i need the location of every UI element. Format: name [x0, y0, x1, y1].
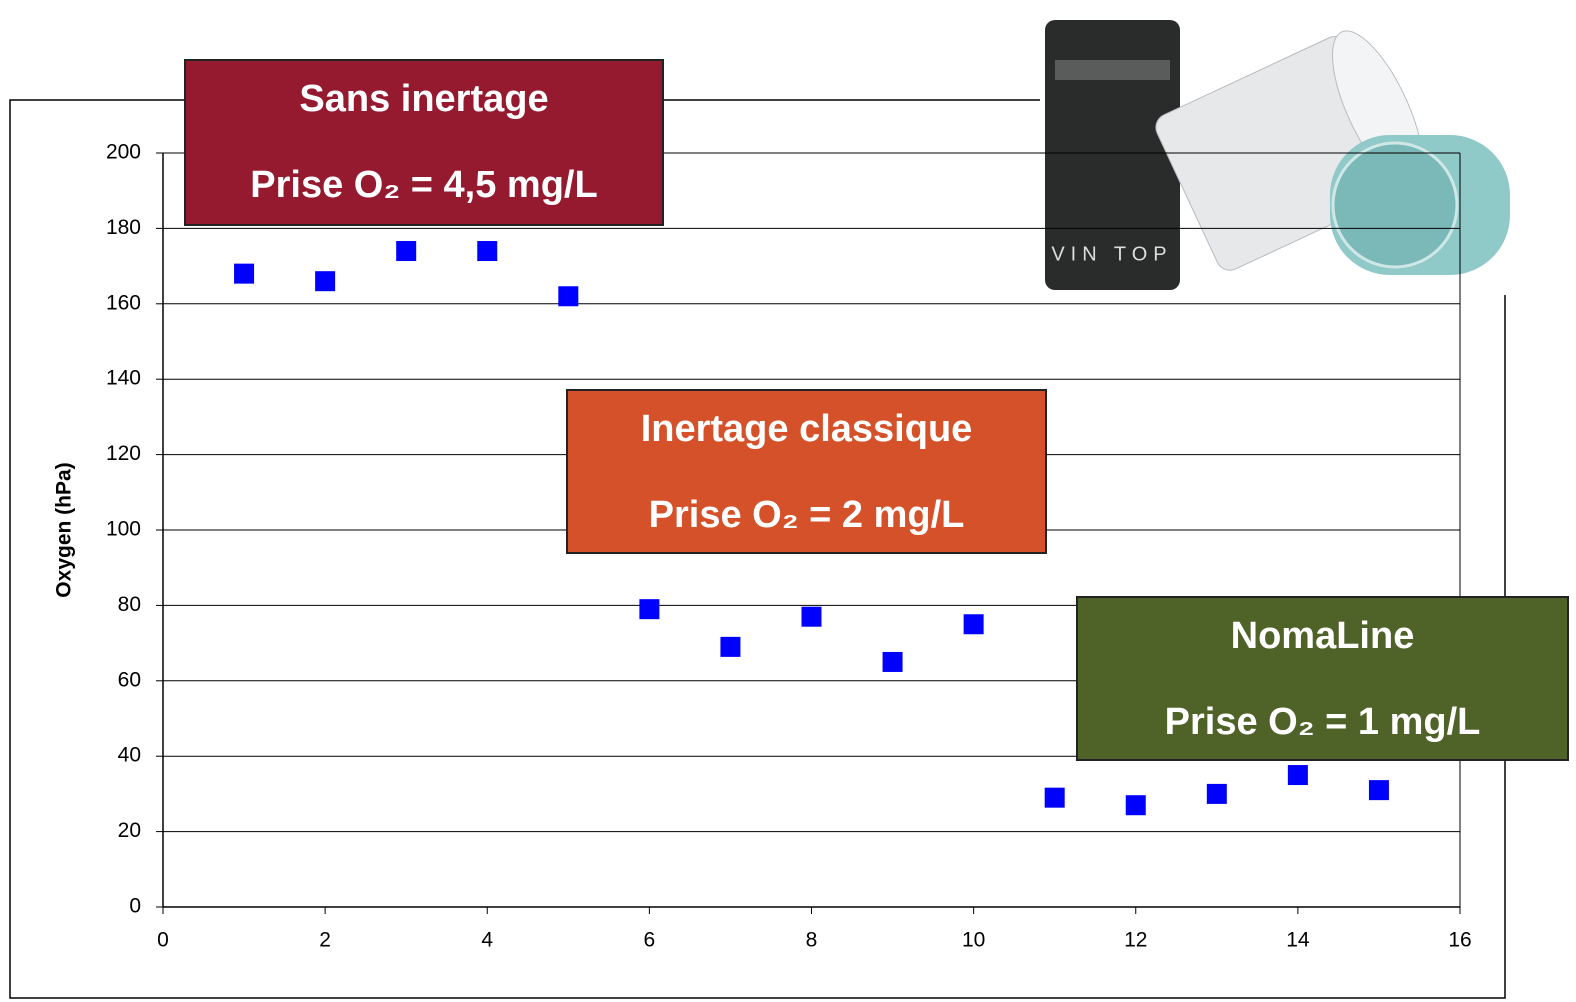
point — [315, 271, 335, 291]
point — [1126, 795, 1146, 815]
y-tick-label: 40 — [118, 744, 141, 767]
y-tick-label: 20 — [118, 819, 141, 842]
x-tick-label: 4 — [481, 929, 493, 952]
x-tick-label: 14 — [1286, 929, 1310, 952]
y-tick-label: 160 — [106, 291, 141, 314]
point — [802, 607, 822, 627]
x-tick-label: 0 — [157, 929, 169, 952]
x-tick-label: 16 — [1448, 929, 1471, 952]
x-tick-label: 2 — [319, 929, 331, 952]
point — [883, 652, 903, 672]
y-tick-label: 180 — [106, 216, 141, 239]
y-tick-label: 200 — [106, 141, 141, 164]
x-tick-label: 8 — [806, 929, 818, 952]
point — [1288, 765, 1308, 785]
x-tick-label: 10 — [962, 929, 985, 952]
cap-teal-top — [1333, 143, 1457, 267]
annotation-text: Sans inertage — [299, 78, 548, 120]
y-tick-label: 120 — [106, 442, 141, 465]
point — [396, 241, 416, 261]
annotation-text: Prise O₂ = 2 mg/L — [649, 494, 965, 536]
y-tick-label: 80 — [118, 593, 141, 616]
photo-text: VIN TOP — [1051, 243, 1172, 265]
point — [1207, 784, 1227, 804]
annotation-text: Inertage classique — [641, 408, 973, 450]
point — [558, 286, 578, 306]
y-tick-label: 100 — [106, 518, 141, 541]
point — [234, 264, 254, 284]
y-tick-label: 140 — [106, 367, 141, 390]
point — [1369, 780, 1389, 800]
x-tick-label: 6 — [644, 929, 656, 952]
point — [964, 614, 984, 634]
point — [639, 599, 659, 619]
y-tick-label: 60 — [118, 668, 141, 691]
y-tick-label: 0 — [129, 895, 141, 918]
annotation-text: Prise O₂ = 1 mg/L — [1165, 701, 1481, 743]
chart: VIN TOP Oxygen (hPa) 0204060801001201401… — [0, 0, 1576, 1002]
x-tick-label: 12 — [1124, 929, 1147, 952]
annotation-text: Prise O₂ = 4,5 mg/L — [250, 164, 597, 206]
y-axis-label: Oxygen (hPa) — [53, 462, 76, 597]
point — [477, 241, 497, 261]
cap-knurl — [1055, 60, 1170, 80]
annotation-text: NomaLine — [1231, 615, 1415, 657]
point — [720, 637, 740, 657]
page: VIN TOP Oxygen (hPa) 0204060801001201401… — [0, 0, 1576, 1002]
point — [1045, 788, 1065, 808]
